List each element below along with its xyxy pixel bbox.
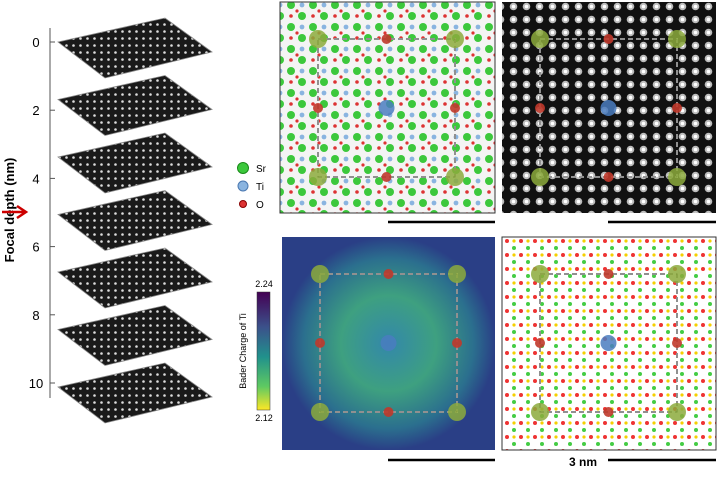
sr-site bbox=[311, 403, 329, 421]
legend-ti bbox=[237, 180, 249, 192]
sr-site bbox=[311, 265, 329, 283]
sr-site bbox=[446, 168, 464, 186]
tick-label: 10 bbox=[29, 376, 43, 391]
ti-site bbox=[600, 335, 617, 351]
tick-label: 6 bbox=[32, 240, 39, 255]
colorbar bbox=[256, 291, 271, 411]
sr-site bbox=[446, 30, 464, 48]
sr-site bbox=[531, 168, 549, 186]
legend-sr bbox=[237, 162, 249, 174]
sr-site bbox=[668, 265, 686, 283]
focal-slice bbox=[57, 247, 213, 309]
legend-label: Sr bbox=[256, 164, 267, 175]
sr-site bbox=[309, 168, 327, 186]
o-site bbox=[381, 172, 392, 182]
o-site bbox=[383, 407, 394, 417]
axis-label: Focal depth (nm) bbox=[2, 158, 17, 263]
colorbar-max: 2.24 bbox=[255, 279, 273, 289]
o-site bbox=[535, 338, 545, 348]
sr-site bbox=[531, 30, 549, 48]
tick-label: 8 bbox=[32, 308, 39, 323]
focal-slice bbox=[57, 75, 213, 136]
colorbar-label: Bader Charge of Ti bbox=[238, 313, 248, 389]
o-site bbox=[315, 338, 325, 348]
focal-slice bbox=[57, 362, 213, 424]
sr-site bbox=[668, 403, 686, 421]
focus-arrow bbox=[2, 204, 29, 220]
focal-slice bbox=[57, 17, 213, 79]
ti-site bbox=[378, 100, 395, 116]
legend-label: Ti bbox=[256, 182, 264, 193]
o-site bbox=[603, 269, 614, 279]
focal-slice bbox=[57, 305, 213, 366]
o-site bbox=[672, 338, 682, 348]
legend-o bbox=[239, 200, 247, 208]
o-site bbox=[672, 103, 682, 113]
sr-site bbox=[668, 168, 686, 186]
o-site bbox=[603, 34, 614, 44]
o-site bbox=[603, 172, 614, 182]
scale-bar-label: 3 nm bbox=[569, 455, 597, 469]
tick-label: 2 bbox=[32, 103, 39, 118]
focal-stack bbox=[57, 17, 213, 424]
colorbar-min: 2.12 bbox=[255, 413, 273, 423]
ti-site bbox=[600, 100, 617, 116]
sr-site bbox=[448, 403, 466, 421]
focal-slice bbox=[57, 190, 213, 251]
sr-site bbox=[309, 30, 327, 48]
o-site bbox=[381, 34, 392, 44]
o-site bbox=[313, 103, 323, 113]
o-site bbox=[452, 338, 462, 348]
o-site bbox=[383, 269, 394, 279]
o-site bbox=[603, 407, 614, 417]
o-site bbox=[535, 103, 545, 113]
sr-site bbox=[531, 265, 549, 283]
sr-site bbox=[531, 403, 549, 421]
tick-label: 0 bbox=[32, 35, 39, 50]
o-site bbox=[450, 103, 460, 113]
tick-label: 4 bbox=[32, 171, 39, 186]
legend-label: O bbox=[256, 200, 264, 211]
sr-site bbox=[668, 30, 686, 48]
sr-site bbox=[448, 265, 466, 283]
focal-slice bbox=[57, 132, 213, 194]
unit-cell-markers bbox=[309, 30, 686, 421]
ti-site bbox=[380, 335, 397, 351]
